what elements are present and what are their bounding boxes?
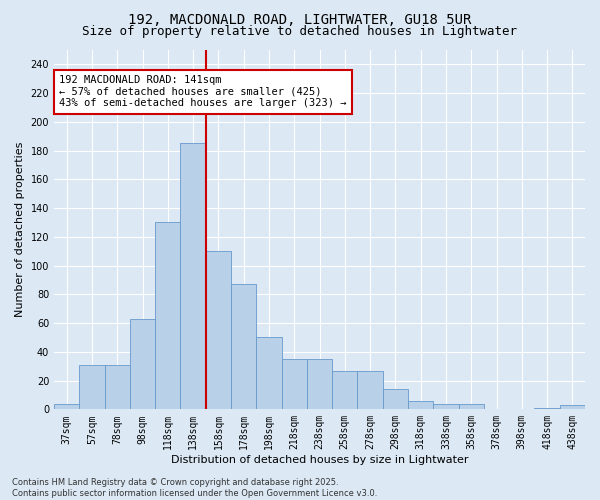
Text: Contains HM Land Registry data © Crown copyright and database right 2025.
Contai: Contains HM Land Registry data © Crown c… — [12, 478, 377, 498]
Bar — [104, 365, 130, 410]
Bar — [332, 370, 358, 410]
Bar — [307, 359, 332, 410]
Bar — [181, 144, 206, 410]
Y-axis label: Number of detached properties: Number of detached properties — [15, 142, 25, 318]
Bar — [256, 338, 281, 409]
Bar — [54, 404, 79, 409]
Bar — [79, 365, 104, 410]
Bar — [458, 404, 484, 409]
Text: 192, MACDONALD ROAD, LIGHTWATER, GU18 5UR: 192, MACDONALD ROAD, LIGHTWATER, GU18 5U… — [128, 12, 472, 26]
Text: Size of property relative to detached houses in Lightwater: Size of property relative to detached ho… — [83, 25, 517, 38]
Bar — [155, 222, 181, 410]
Bar — [408, 400, 433, 409]
Bar — [560, 405, 585, 409]
Bar — [130, 319, 155, 410]
Bar — [433, 404, 458, 409]
Bar — [358, 370, 383, 410]
X-axis label: Distribution of detached houses by size in Lightwater: Distribution of detached houses by size … — [171, 455, 468, 465]
Bar — [206, 251, 231, 410]
Bar — [281, 359, 307, 410]
Text: 192 MACDONALD ROAD: 141sqm
← 57% of detached houses are smaller (425)
43% of sem: 192 MACDONALD ROAD: 141sqm ← 57% of deta… — [59, 75, 347, 108]
Bar — [231, 284, 256, 410]
Bar — [383, 389, 408, 409]
Bar — [535, 408, 560, 410]
